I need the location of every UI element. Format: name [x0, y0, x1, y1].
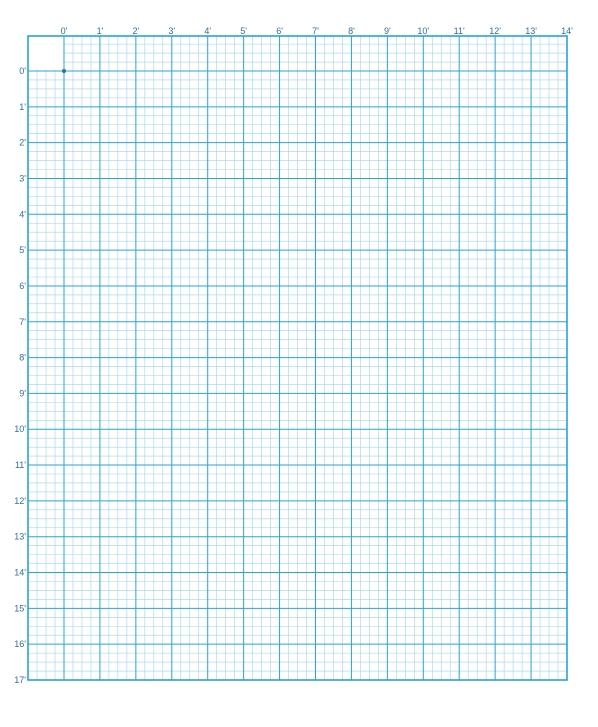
grid-border	[27, 35, 568, 681]
row-label: 3'	[19, 173, 26, 183]
row-label: 12'	[14, 496, 26, 506]
row-label: 10'	[14, 424, 26, 434]
row-label: 16'	[14, 639, 26, 649]
column-label: 0'	[61, 26, 68, 36]
row-label: 4'	[19, 209, 26, 219]
origin-dot	[62, 69, 66, 73]
column-labels: 0' 1' 2' 3' 4' 5' 6' 7' 8' 9' 10' 11' 12' 13' 14'	[61, 26, 574, 36]
row-label: 11'	[15, 460, 26, 470]
row-label: 7'	[19, 317, 26, 327]
row-label: 14'	[14, 568, 26, 578]
row-label: 2'	[19, 138, 26, 148]
row-label: 9'	[19, 388, 26, 398]
column-label: 12'	[489, 26, 501, 36]
row-label: 17'	[14, 675, 26, 685]
row-label: 5'	[19, 245, 26, 255]
column-label: 8'	[348, 26, 355, 36]
row-label: 15'	[14, 603, 26, 613]
column-label: 1'	[97, 26, 104, 36]
row-label: 1'	[19, 102, 26, 112]
column-label: 14'	[561, 26, 573, 36]
row-label: 6'	[19, 281, 26, 291]
column-label: 9'	[384, 26, 391, 36]
column-label: 7'	[312, 26, 319, 36]
row-labels: 0' 1' 2' 3' 4' 5' 6' 7' 8' 9' 10' 11' 12' 13' 14' 15' 16…	[14, 66, 26, 685]
column-label: 3'	[168, 26, 175, 36]
corner-blank	[29, 37, 63, 70]
outer-border	[27, 35, 568, 681]
row-label: 0'	[19, 66, 26, 76]
column-label: 4'	[204, 26, 211, 36]
column-label: 13'	[525, 26, 537, 36]
row-label: 13'	[14, 532, 26, 542]
column-label: 6'	[276, 26, 283, 36]
row-label: 8'	[19, 353, 26, 363]
column-label: 2'	[132, 26, 139, 36]
column-label: 5'	[240, 26, 247, 36]
origin-marker	[62, 69, 66, 73]
column-label: 10'	[417, 26, 429, 36]
column-label: 11'	[454, 26, 465, 36]
